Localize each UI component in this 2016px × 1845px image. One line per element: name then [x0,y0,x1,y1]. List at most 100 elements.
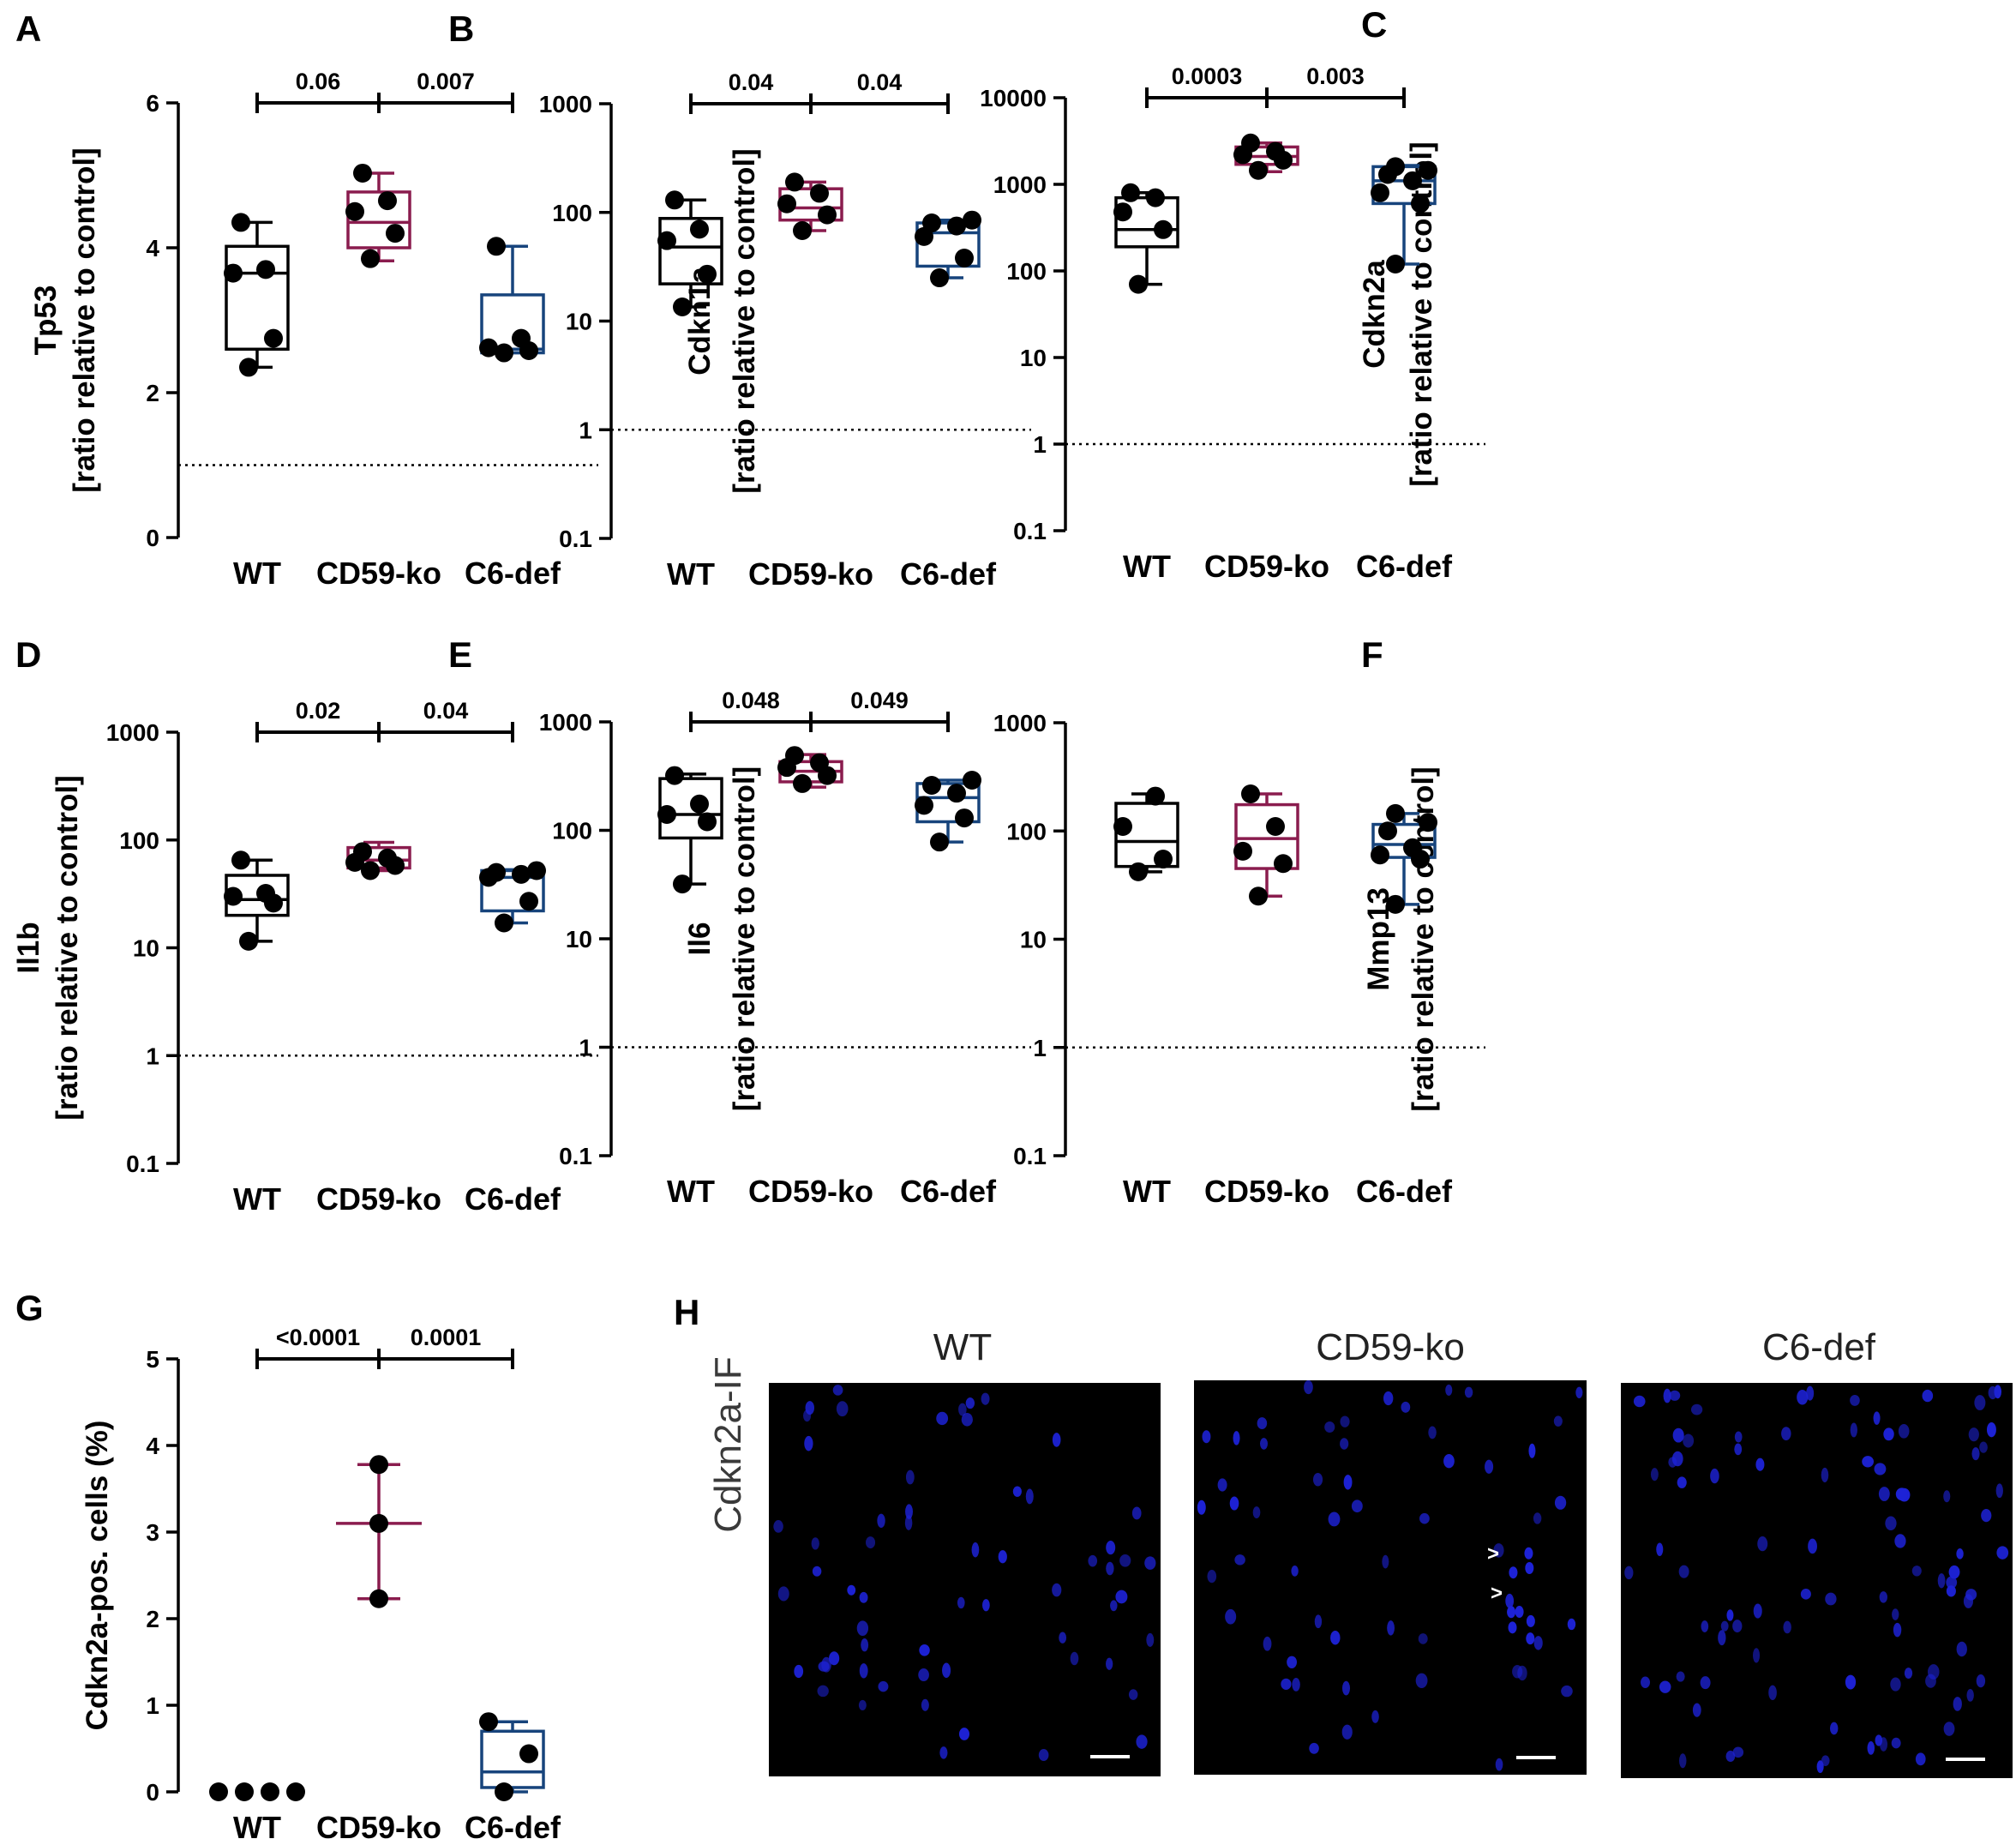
nucleus [1128,1689,1138,1700]
y-axis-label-unit: [ratio relative to control] [51,775,84,1121]
nucleus [1995,1483,2003,1499]
nucleus [836,1401,849,1417]
data-point [665,190,684,210]
nucleus [1755,1457,1765,1471]
nucleus [1202,1430,1211,1444]
nucleus [1768,1685,1777,1701]
nucleus [1988,1385,1998,1400]
box [480,1729,545,1789]
p-value-label: 0.04 [729,69,774,95]
y-tick-label: 10 [1020,345,1047,371]
nucleus [859,1663,868,1679]
nucleus [1676,1671,1685,1682]
nucleus [1493,1543,1504,1558]
y-tick-label: 0 [146,525,159,551]
y-tick-label: 1000 [993,710,1047,736]
y-tick-label: 1 [579,1035,592,1061]
nucleus [939,1746,948,1759]
data-point [369,1513,388,1533]
nucleus [1088,1554,1098,1567]
panel-label-c: C [1361,4,1387,45]
nucleus [856,1620,869,1637]
nucleus [1965,1589,1977,1601]
nucleus [1968,1427,1979,1442]
nucleus [1996,1546,2009,1560]
nucleus [1883,1427,1894,1441]
y-tick-label: 1 [1033,1035,1047,1061]
nucleus [847,1584,856,1596]
y-axis-label-unit: [ratio relative to control] [1405,141,1438,487]
panel-label-d: D [15,634,41,675]
x-category-label: C6-def [465,1810,561,1845]
box [346,190,411,249]
nucleus [1971,1447,1980,1461]
data-point [930,268,949,288]
nucleus [1672,1427,1684,1443]
x-category-label: CD59-ko [1204,1174,1329,1209]
y-tick-label: 2 [146,380,159,406]
nucleus [1862,1456,1875,1468]
p-value-label: 0.0001 [411,1325,482,1350]
p-value-label: 0.02 [296,698,341,724]
data-point [512,864,531,884]
nucleus [1928,1664,1940,1680]
nucleus [1726,1609,1734,1621]
nucleus [998,1550,1007,1564]
x-category-label: C6-def [1356,1174,1453,1209]
nucleus [1105,1657,1113,1670]
data-point [810,183,829,203]
nucleus [1525,1561,1534,1574]
nucleus [1341,1680,1351,1696]
nucleus [829,1651,840,1666]
panel-label-f: F [1361,634,1383,675]
data-point [1154,219,1173,239]
nucleus [1553,1415,1563,1427]
nucleus [1946,1576,1958,1590]
data-point [1386,157,1405,177]
nucleus [1953,1697,1962,1711]
y-tick-label: 0.1 [1013,1143,1047,1169]
data-point [1386,894,1405,914]
nucleus [1641,1676,1650,1688]
row-label-cdkn2a-if: Cdkn2a-IF [707,1356,749,1532]
nucleus [1850,1394,1860,1406]
data-point [698,812,717,832]
nucleus [1752,1648,1761,1663]
nucleus [1966,1688,1974,1702]
chart-c: C 0.1 1 10 100 1000 10000 Cdkn2a [ratio relative… [980,4,1485,584]
nucleus [1700,1676,1711,1690]
x-category-label: WT [233,1181,281,1217]
nucleus [1415,1673,1428,1688]
nucleus [1567,1618,1576,1631]
data-point [777,194,796,213]
data-point [1266,817,1285,837]
nucleus [1263,1636,1272,1651]
y-tick-label: 100 [1006,258,1047,285]
y-axis-label-gene: Cdkn2a [1358,260,1391,369]
nucleus [1677,1476,1687,1488]
data-point [235,1782,254,1801]
data-point [519,1744,538,1764]
data-point [1386,255,1405,274]
data-point [386,224,405,243]
data-point [353,163,372,183]
nucleus [1725,1750,1736,1762]
nucleus [1225,1608,1237,1625]
data-point [1154,850,1173,869]
data-point [369,1455,388,1475]
nucleus [1485,1459,1494,1474]
data-point [1419,160,1437,180]
nucleus [1524,1547,1533,1560]
y-tick-label: 1 [146,1043,159,1069]
nucleus [1260,1438,1269,1450]
nucleus [1669,1390,1681,1401]
data-point [1249,160,1268,180]
data-point [1266,141,1285,161]
y-tick-label: 1000 [539,709,592,736]
nucleus [1867,1741,1875,1755]
data-point [479,338,498,358]
nucleus [1428,1426,1437,1439]
nucleus [1800,1589,1811,1600]
y-tick-label: 5 [146,1346,159,1373]
